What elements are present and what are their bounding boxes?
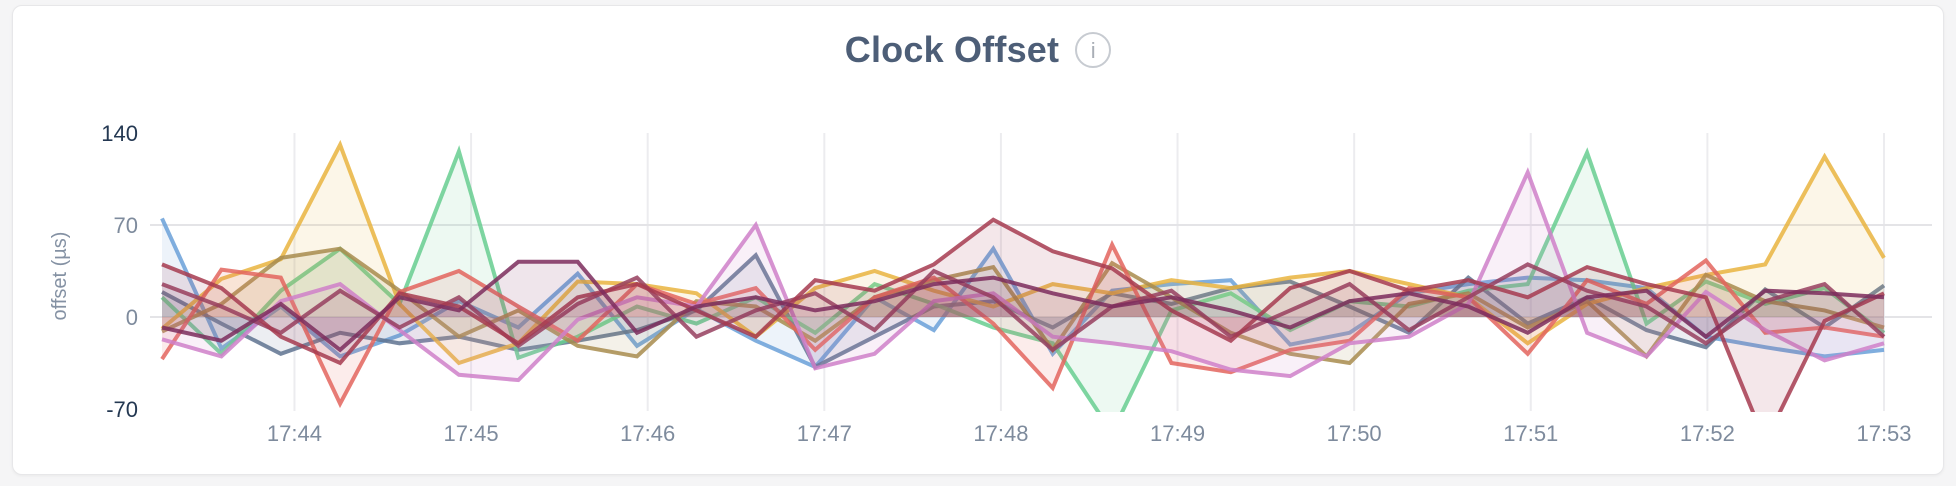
- series-line-node-gold[interactable]: [160, 139, 1886, 366]
- series-line-node-plum[interactable]: [161, 259, 1885, 353]
- chart-title: Clock Offset: [844, 29, 1060, 70]
- info-icon[interactable]: i: [1075, 32, 1112, 68]
- series-line-node-olive[interactable]: [161, 246, 1885, 366]
- series-line-node-salmon[interactable]: [160, 239, 1885, 409]
- clock-offset-card: Clock Offset i offset (µs): [12, 5, 1944, 475]
- series-line-node-maroon[interactable]: [161, 217, 1885, 442]
- series-line-node-orchid[interactable]: [161, 167, 1885, 383]
- y-axis-label: offset (µs): [49, 231, 71, 321]
- series-line-node-green[interactable]: [160, 145, 1886, 432]
- chart-title-row: Clock Offset i: [13, 28, 1943, 72]
